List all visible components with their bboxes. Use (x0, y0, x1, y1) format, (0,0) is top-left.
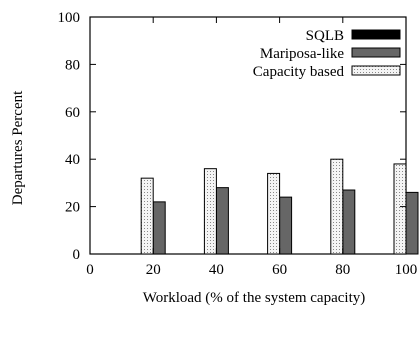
bar-capacity-based (393, 163, 407, 255)
x-tick-label: 0 (86, 262, 94, 278)
legend-label: Mariposa-like (260, 46, 344, 62)
x-tick-label: 20 (146, 262, 161, 278)
legend-label: Capacity based (253, 64, 345, 80)
y-axis-label: Departures Percent (10, 90, 26, 205)
x-tick-label: 100 (395, 262, 418, 278)
bar-capacity-based (140, 177, 154, 255)
bar-mariposa-like (152, 201, 166, 255)
legend-swatch (351, 29, 401, 40)
bar-mariposa-like (405, 191, 419, 255)
bar-capacity-based (330, 158, 344, 255)
y-tick-label: 40 (65, 152, 80, 168)
legend-swatch (351, 65, 401, 76)
y-tick-label: 80 (65, 57, 80, 73)
legend-swatch (351, 47, 401, 58)
y-tick-label: 100 (58, 10, 81, 26)
bars (140, 158, 419, 255)
x-ticks: 0 20 40 60 80 100 (86, 17, 417, 278)
legend-label: SQLB (306, 28, 344, 44)
x-tick-label: 40 (209, 262, 224, 278)
bar-mariposa-like (215, 187, 229, 255)
y-tick-label: 60 (65, 105, 80, 121)
bar-mariposa-like (279, 196, 293, 255)
plot-axes (89, 16, 407, 255)
bar-mariposa-like (342, 189, 356, 255)
bar-capacity-based (267, 172, 281, 255)
y-ticks: 0 20 40 60 80 100 (58, 10, 406, 263)
x-axis-label: Workload (% of the system capacity) (143, 290, 365, 306)
plot-frame (89, 16, 407, 255)
y-tick-label: 20 (65, 200, 80, 216)
x-tick-label: 60 (272, 262, 287, 278)
x-tick-label: 80 (335, 262, 350, 278)
legend: SQLB Mariposa-like Capacity based (253, 28, 401, 80)
bar-capacity-based (203, 168, 217, 255)
y-tick-label: 0 (73, 247, 81, 263)
